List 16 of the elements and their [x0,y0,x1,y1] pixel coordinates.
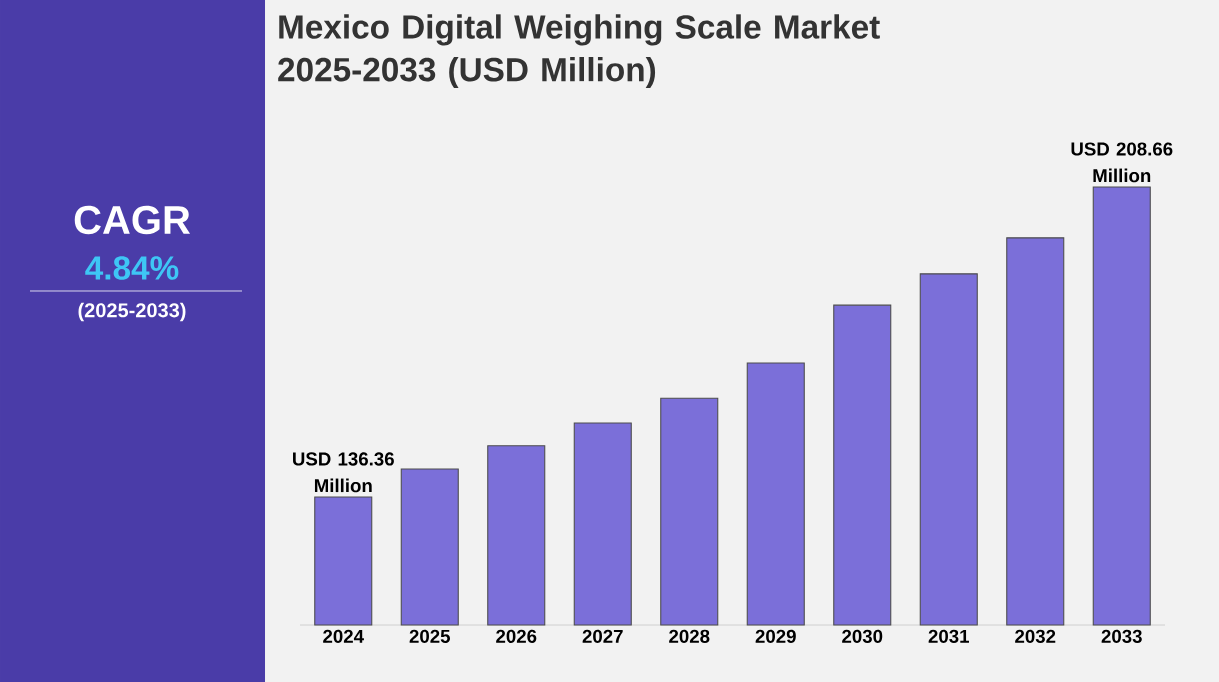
data-label: USD 136.36 Million [293,452,394,493]
x-tick-label: 2030 [842,629,883,643]
x-tick-label: 2026 [496,629,537,643]
x-tick-label: 2029 [755,629,796,643]
x-tick-label: 2032 [1015,629,1056,643]
text: CAGR [74,205,191,235]
chart-title: Mexico Digital Weighing Scale Market 2025-2033 (USD Million) [278,14,880,89]
x-tick-label: 2025 [409,629,450,643]
text: 4.84% [85,256,179,280]
x-tick-label: 2033 [1101,629,1142,643]
x-tick-label: 2031 [928,629,969,643]
x-tick-label: 2024 [323,629,364,643]
x-tick-label: 2027 [582,629,623,643]
x-tick-label: 2028 [669,629,710,643]
text: (2025-2033) [78,302,186,322]
data-label: USD 208.66 Million [1071,142,1173,183]
